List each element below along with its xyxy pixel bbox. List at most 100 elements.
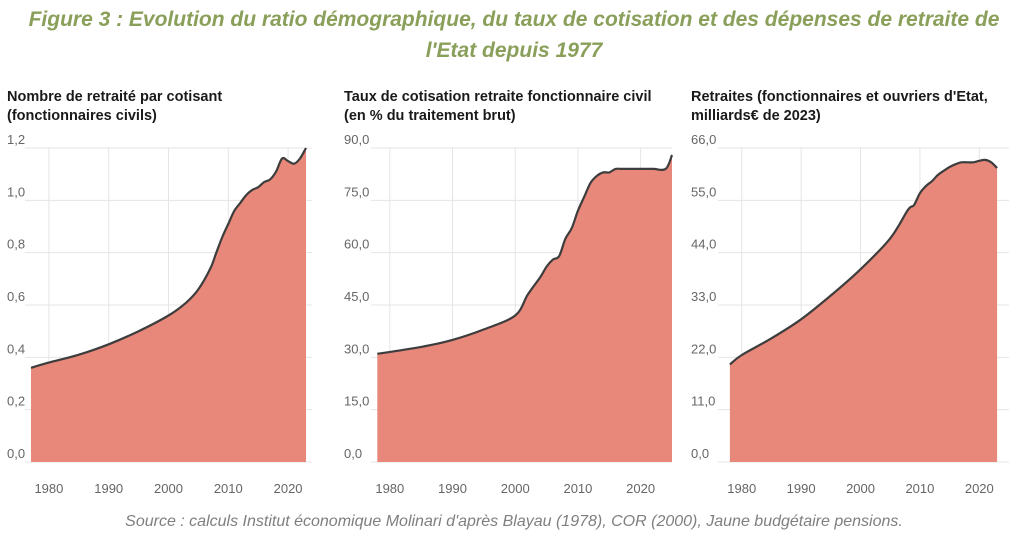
data-point [186,302,188,304]
data-point [281,158,283,160]
chart-title-line2: (fonctionnaires civils) [7,108,157,124]
data-point [245,194,247,196]
data-point [483,329,485,331]
data-point [377,353,379,355]
figure-title: Figure 3 : Evolution du ratio démographi… [0,4,1028,66]
figure-title-line1: Figure 3 : Evolution du ratio démographi… [28,8,1000,31]
data-point [216,252,218,254]
data-point [527,294,529,296]
data-point [420,346,422,348]
data-point [602,172,604,174]
data-point [552,259,554,261]
data-point [48,362,50,364]
data-point [931,181,933,183]
data-point [571,227,573,229]
data-point [251,189,253,191]
data-point [652,168,654,170]
data-point [210,268,212,270]
chart-title-line2: (en % du traitement brut) [344,108,516,124]
y-tick-label: 0,0 [344,446,362,461]
data-point [558,255,560,257]
data-point [621,168,623,170]
y-tick-label: 0,6 [7,289,25,304]
chart-panel-taux: Taux de cotisation retraite fonctionnair… [344,88,674,503]
data-point [665,168,667,170]
data-point [299,158,301,160]
data-point [30,367,32,369]
y-tick-label: 11,0 [691,394,715,409]
data-point [138,330,140,332]
y-tick-label: 33,0 [691,289,716,304]
source-note: Source : calculs Institut économique Mol… [125,513,903,530]
data-point [913,204,915,206]
chart-title-line1: Nombre de retraité par cotisant [7,89,223,105]
data-point [546,266,548,268]
y-tick-label: 0,2 [7,394,25,409]
y-tick-label: 0,0 [7,446,25,461]
data-point [565,238,567,240]
series-area [31,148,306,462]
data-point [984,159,986,161]
data-point [996,167,998,169]
y-tick-label: 30,0 [344,341,369,356]
x-tick-label: 1980 [34,481,63,496]
data-point [540,276,542,278]
data-point [293,163,295,165]
x-tick-label: 2010 [214,481,243,496]
y-tick-label: 55,0 [691,184,716,199]
x-tick-label: 1990 [787,481,816,496]
chart-retraites-svg: 0,0 11,0 22,0 33,0 44,0 55,0 66,0 1980 1990 2000 2… [691,132,1009,496]
y-tick-label: 66,0 [691,132,716,147]
data-point [729,364,731,366]
figure-title-line2: l'Etat depuis 1977 [425,39,603,62]
data-point [967,162,969,164]
chart-title: Taux de cotisation retraite fonctionnair… [344,88,674,126]
data-point [889,238,891,240]
data-point [830,295,832,297]
data-point [234,210,236,212]
series-line [377,154,674,355]
data-point [257,186,259,188]
x-tick-label: 2020 [965,481,994,496]
data-point [577,210,579,212]
y-tick-label: 75,0 [344,184,369,199]
chart-title: Nombre de retraité par cotisant (fonctio… [7,88,337,126]
data-point [961,162,963,164]
y-tick-label: 90,0 [344,132,369,147]
chart-taux-svg: 0,0 15,0 30,0 45,0 60,0 75,0 90,0 1980 1990 2000 2… [344,132,674,496]
x-tick-label: 2000 [846,481,875,496]
data-point [979,160,981,162]
data-point [741,354,743,356]
data-point [627,168,629,170]
y-tick-label: 22,0 [691,341,716,356]
data-point [78,354,80,356]
x-tick-label: 1980 [727,481,756,496]
data-point [973,162,975,164]
data-point [671,154,673,156]
data-point [943,170,945,172]
data-point [907,209,909,211]
data-point [640,168,642,170]
data-point [269,179,271,181]
x-tick-label: 1990 [438,481,467,496]
data-point [949,166,951,168]
data-point [287,160,289,162]
data-point [222,236,224,238]
data-point [514,315,516,317]
y-tick-label: 1,0 [7,184,25,199]
data-point [240,202,242,204]
y-tick-label: 1,2 [7,132,25,147]
data-point [452,339,454,341]
chart-title-line1: Retraites (fonctionnaires et ouvriers d'… [691,89,988,105]
data-point [168,315,170,317]
data-point [615,168,617,170]
y-tick-label: 0,4 [7,341,25,356]
x-tick-label: 2020 [626,481,655,496]
x-tick-label: 2010 [905,481,934,496]
data-point [263,181,265,183]
y-tick-label: 0,8 [7,237,25,252]
chart-ratio-svg: 0,0 0,2 0,4 0,6 0,8 1,0 1,2 1980 1990 2000 2010 202… [7,132,312,496]
data-point [305,147,307,149]
data-point [609,172,611,174]
y-tick-label: 45,0 [344,289,369,304]
